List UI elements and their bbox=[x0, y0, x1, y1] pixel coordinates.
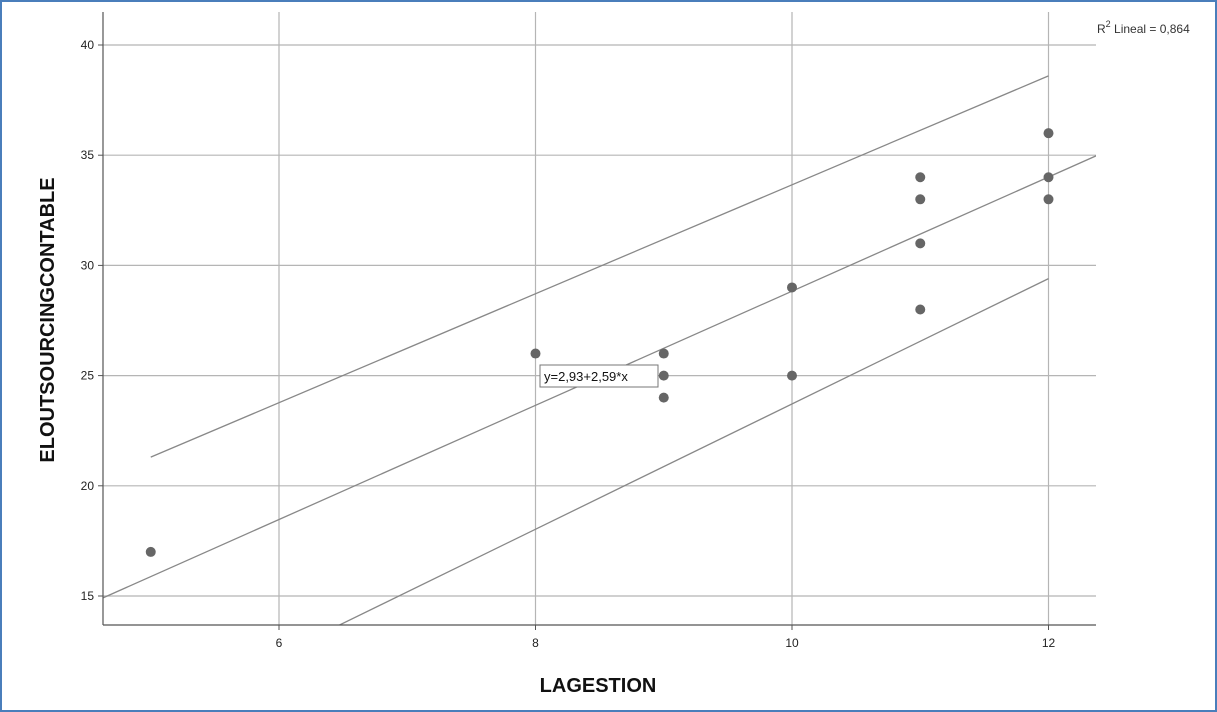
y-tick-label: 35 bbox=[81, 148, 95, 162]
x-tick-label: 12 bbox=[1042, 636, 1056, 650]
axes bbox=[98, 12, 1096, 630]
lower-interval-line bbox=[338, 278, 1049, 625]
y-axis-title: ELOUTSOURCINGCONTABLE bbox=[37, 177, 59, 462]
upper-interval-line bbox=[150, 75, 1049, 458]
fit-equation-box bbox=[539, 364, 659, 388]
data-point bbox=[658, 370, 669, 381]
y-tick-label: 15 bbox=[81, 589, 95, 603]
data-point bbox=[530, 348, 541, 359]
data-point bbox=[915, 194, 926, 205]
fit-equation-label: y=2,93+2,59*x bbox=[539, 364, 659, 388]
grid bbox=[103, 12, 1096, 625]
r2-label-sup: 2 bbox=[1106, 19, 1111, 29]
data-point bbox=[658, 392, 669, 403]
data-point bbox=[787, 370, 797, 381]
data-point bbox=[915, 172, 926, 183]
fit-equation-text: y=2,93+2,59*x bbox=[544, 369, 628, 384]
r2-label-rest: Lineal = 0,864 bbox=[1111, 22, 1190, 36]
tick-labels: 6 8 10 12 15 20 25 30 35 40 bbox=[81, 38, 1056, 650]
data-point bbox=[915, 238, 926, 249]
prediction-interval bbox=[150, 75, 1049, 625]
r2-label-prefix: R bbox=[1097, 22, 1106, 36]
x-axis-title: LAGESTION bbox=[540, 675, 657, 697]
y-tick-label: 20 bbox=[81, 479, 95, 493]
x-tick-label: 10 bbox=[785, 636, 799, 650]
x-tick-label: 6 bbox=[276, 636, 283, 650]
data-points bbox=[145, 128, 1054, 557]
y-tick-label: 25 bbox=[81, 369, 95, 383]
data-point bbox=[1043, 172, 1054, 183]
data-point bbox=[787, 282, 797, 293]
x-tick-label: 8 bbox=[532, 636, 539, 650]
data-point bbox=[145, 546, 156, 557]
y-tick-label: 30 bbox=[81, 258, 95, 272]
y-tick-label: 40 bbox=[81, 38, 95, 52]
data-point bbox=[1043, 194, 1054, 205]
r2-label: R2 Lineal = 0,864 bbox=[1097, 19, 1190, 36]
data-point bbox=[915, 304, 926, 315]
data-point bbox=[658, 348, 669, 359]
data-point bbox=[1043, 128, 1054, 139]
